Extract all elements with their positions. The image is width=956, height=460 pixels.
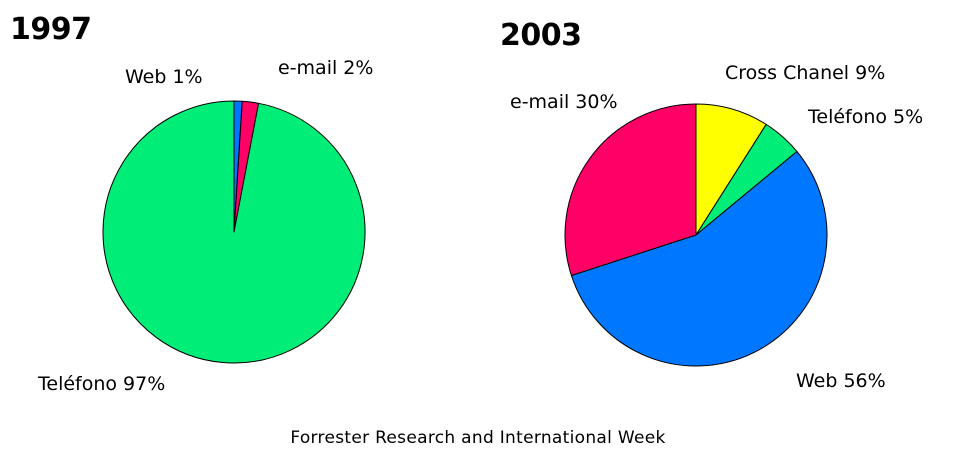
pie-slice-web <box>570 151 828 367</box>
pie-slice-e-mail <box>564 103 697 276</box>
chart-2003: 2003 Cross Chanel 9% Teléfono 5% Web 56%… <box>478 0 956 430</box>
slice-label-email: e-mail 30% <box>510 91 618 113</box>
slice-label-cross-chanel: Cross Chanel 9% <box>725 62 886 84</box>
chart-1997: 1997 Web 1% e-mail 2% Teléfono 97% <box>0 0 478 430</box>
slice-label-telefono: Teléfono 5% <box>808 106 924 128</box>
slice-label-email: e-mail 2% <box>278 57 374 79</box>
chart-title: 2003 <box>500 18 582 53</box>
pie-2003 <box>564 103 828 367</box>
slice-label-telefono: Teléfono 97% <box>38 373 166 395</box>
pie-slice-tel-fono <box>102 100 366 364</box>
slice-label-web: Web 1% <box>125 66 203 88</box>
pie-1997 <box>102 100 366 364</box>
chart-title: 1997 <box>10 12 92 47</box>
slice-label-web: Web 56% <box>796 370 886 392</box>
source-note: Forrester Research and International Wee… <box>290 428 666 448</box>
